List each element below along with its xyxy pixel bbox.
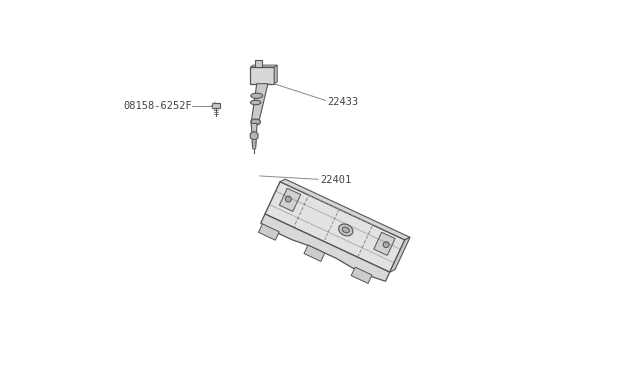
Polygon shape	[275, 65, 277, 84]
Polygon shape	[212, 103, 220, 108]
Polygon shape	[265, 182, 404, 272]
Polygon shape	[250, 65, 277, 67]
Polygon shape	[259, 224, 279, 240]
Polygon shape	[280, 188, 301, 211]
Ellipse shape	[251, 93, 262, 98]
Polygon shape	[255, 60, 262, 67]
Polygon shape	[374, 232, 395, 256]
Polygon shape	[304, 245, 324, 262]
Polygon shape	[251, 84, 268, 123]
Ellipse shape	[251, 119, 260, 125]
Ellipse shape	[339, 224, 353, 236]
Text: 22401: 22401	[320, 176, 351, 185]
Polygon shape	[260, 214, 390, 281]
Polygon shape	[251, 124, 257, 134]
Circle shape	[285, 196, 291, 202]
Polygon shape	[250, 67, 275, 84]
Ellipse shape	[250, 100, 261, 105]
Ellipse shape	[342, 227, 349, 233]
Circle shape	[383, 242, 389, 248]
Polygon shape	[390, 237, 410, 272]
Polygon shape	[351, 267, 372, 283]
Text: 08158-6252F: 08158-6252F	[123, 101, 191, 111]
Polygon shape	[280, 179, 410, 240]
Polygon shape	[250, 131, 258, 140]
Polygon shape	[252, 140, 257, 149]
Text: 22433: 22433	[328, 97, 358, 107]
